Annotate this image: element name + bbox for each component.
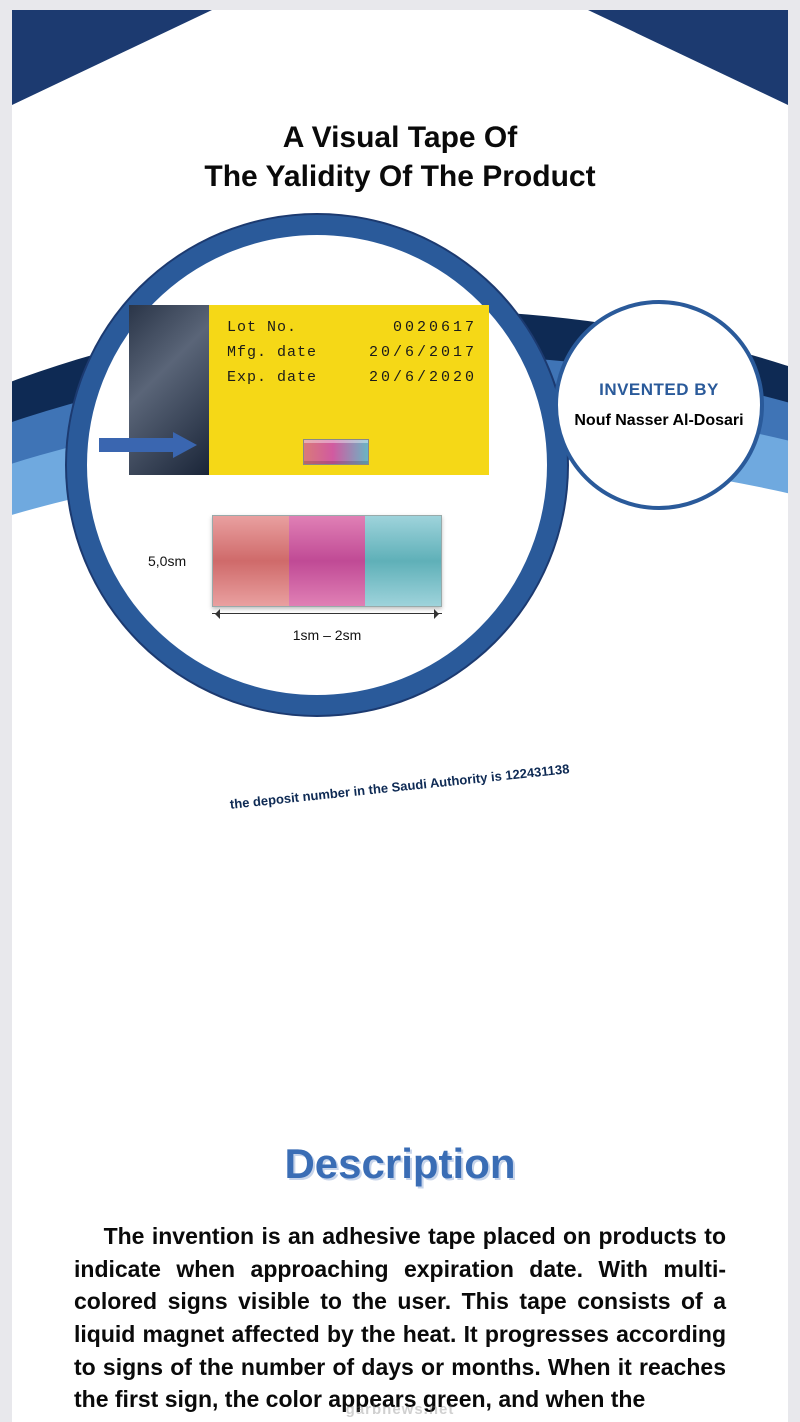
label-val: 20/6/2017 (369, 344, 477, 361)
dimension-vertical: 5,0sm (148, 553, 186, 569)
label-row: Exp. date 20/6/2020 (227, 369, 477, 386)
title-line-2: The Yalidity Of The Product (12, 157, 788, 196)
dimension-horizontal-text: 1sm – 2sm (293, 627, 361, 643)
watermark-text: garbnews.net (12, 1401, 788, 1418)
label-key: Exp. date (227, 369, 317, 386)
tape-segment-1 (213, 516, 289, 606)
inventor-circle: INVENTED BY Nouf Nasser Al-Dosari (554, 300, 764, 510)
page-title: A Visual Tape Of The Yalidity Of The Pro… (12, 118, 788, 196)
tape-segment-3 (365, 516, 441, 606)
corner-triangle-left (12, 10, 212, 105)
label-val: 0020617 (393, 319, 477, 336)
label-yellow-panel: Lot No. 0020617 Mfg. date 20/6/2017 Exp.… (209, 305, 489, 475)
page: A Visual Tape Of The Yalidity Of The Pro… (12, 10, 788, 1422)
invented-by-label: INVENTED BY (599, 380, 719, 400)
mini-tape-indicator (303, 439, 369, 465)
deposit-number-text: the deposit number in the Saudi Authorit… (12, 778, 788, 796)
corner-triangle-right (588, 10, 788, 105)
inventor-name: Nouf Nasser Al-Dosari (574, 412, 743, 430)
dimension-horizontal: 1sm – 2sm (212, 627, 442, 643)
diagram-circle: Lot No. 0020617 Mfg. date 20/6/2017 Exp.… (67, 215, 567, 715)
arrow-icon (99, 433, 199, 457)
label-val: 20/6/2020 (369, 369, 477, 386)
tape-segment-2 (289, 516, 365, 606)
tape-enlargement: 5,0sm 1sm – 2sm (182, 515, 462, 607)
dimension-h-arrow-icon (212, 613, 442, 614)
description-heading: Description (12, 1140, 788, 1188)
label-row: Lot No. 0020617 (227, 319, 477, 336)
description-body: The invention is an adhesive tape placed… (74, 1220, 726, 1416)
title-line-1: A Visual Tape Of (12, 118, 788, 157)
label-row: Mfg. date 20/6/2017 (227, 344, 477, 361)
label-key: Lot No. (227, 319, 297, 336)
label-key: Mfg. date (227, 344, 317, 361)
tape-strip (212, 515, 442, 607)
